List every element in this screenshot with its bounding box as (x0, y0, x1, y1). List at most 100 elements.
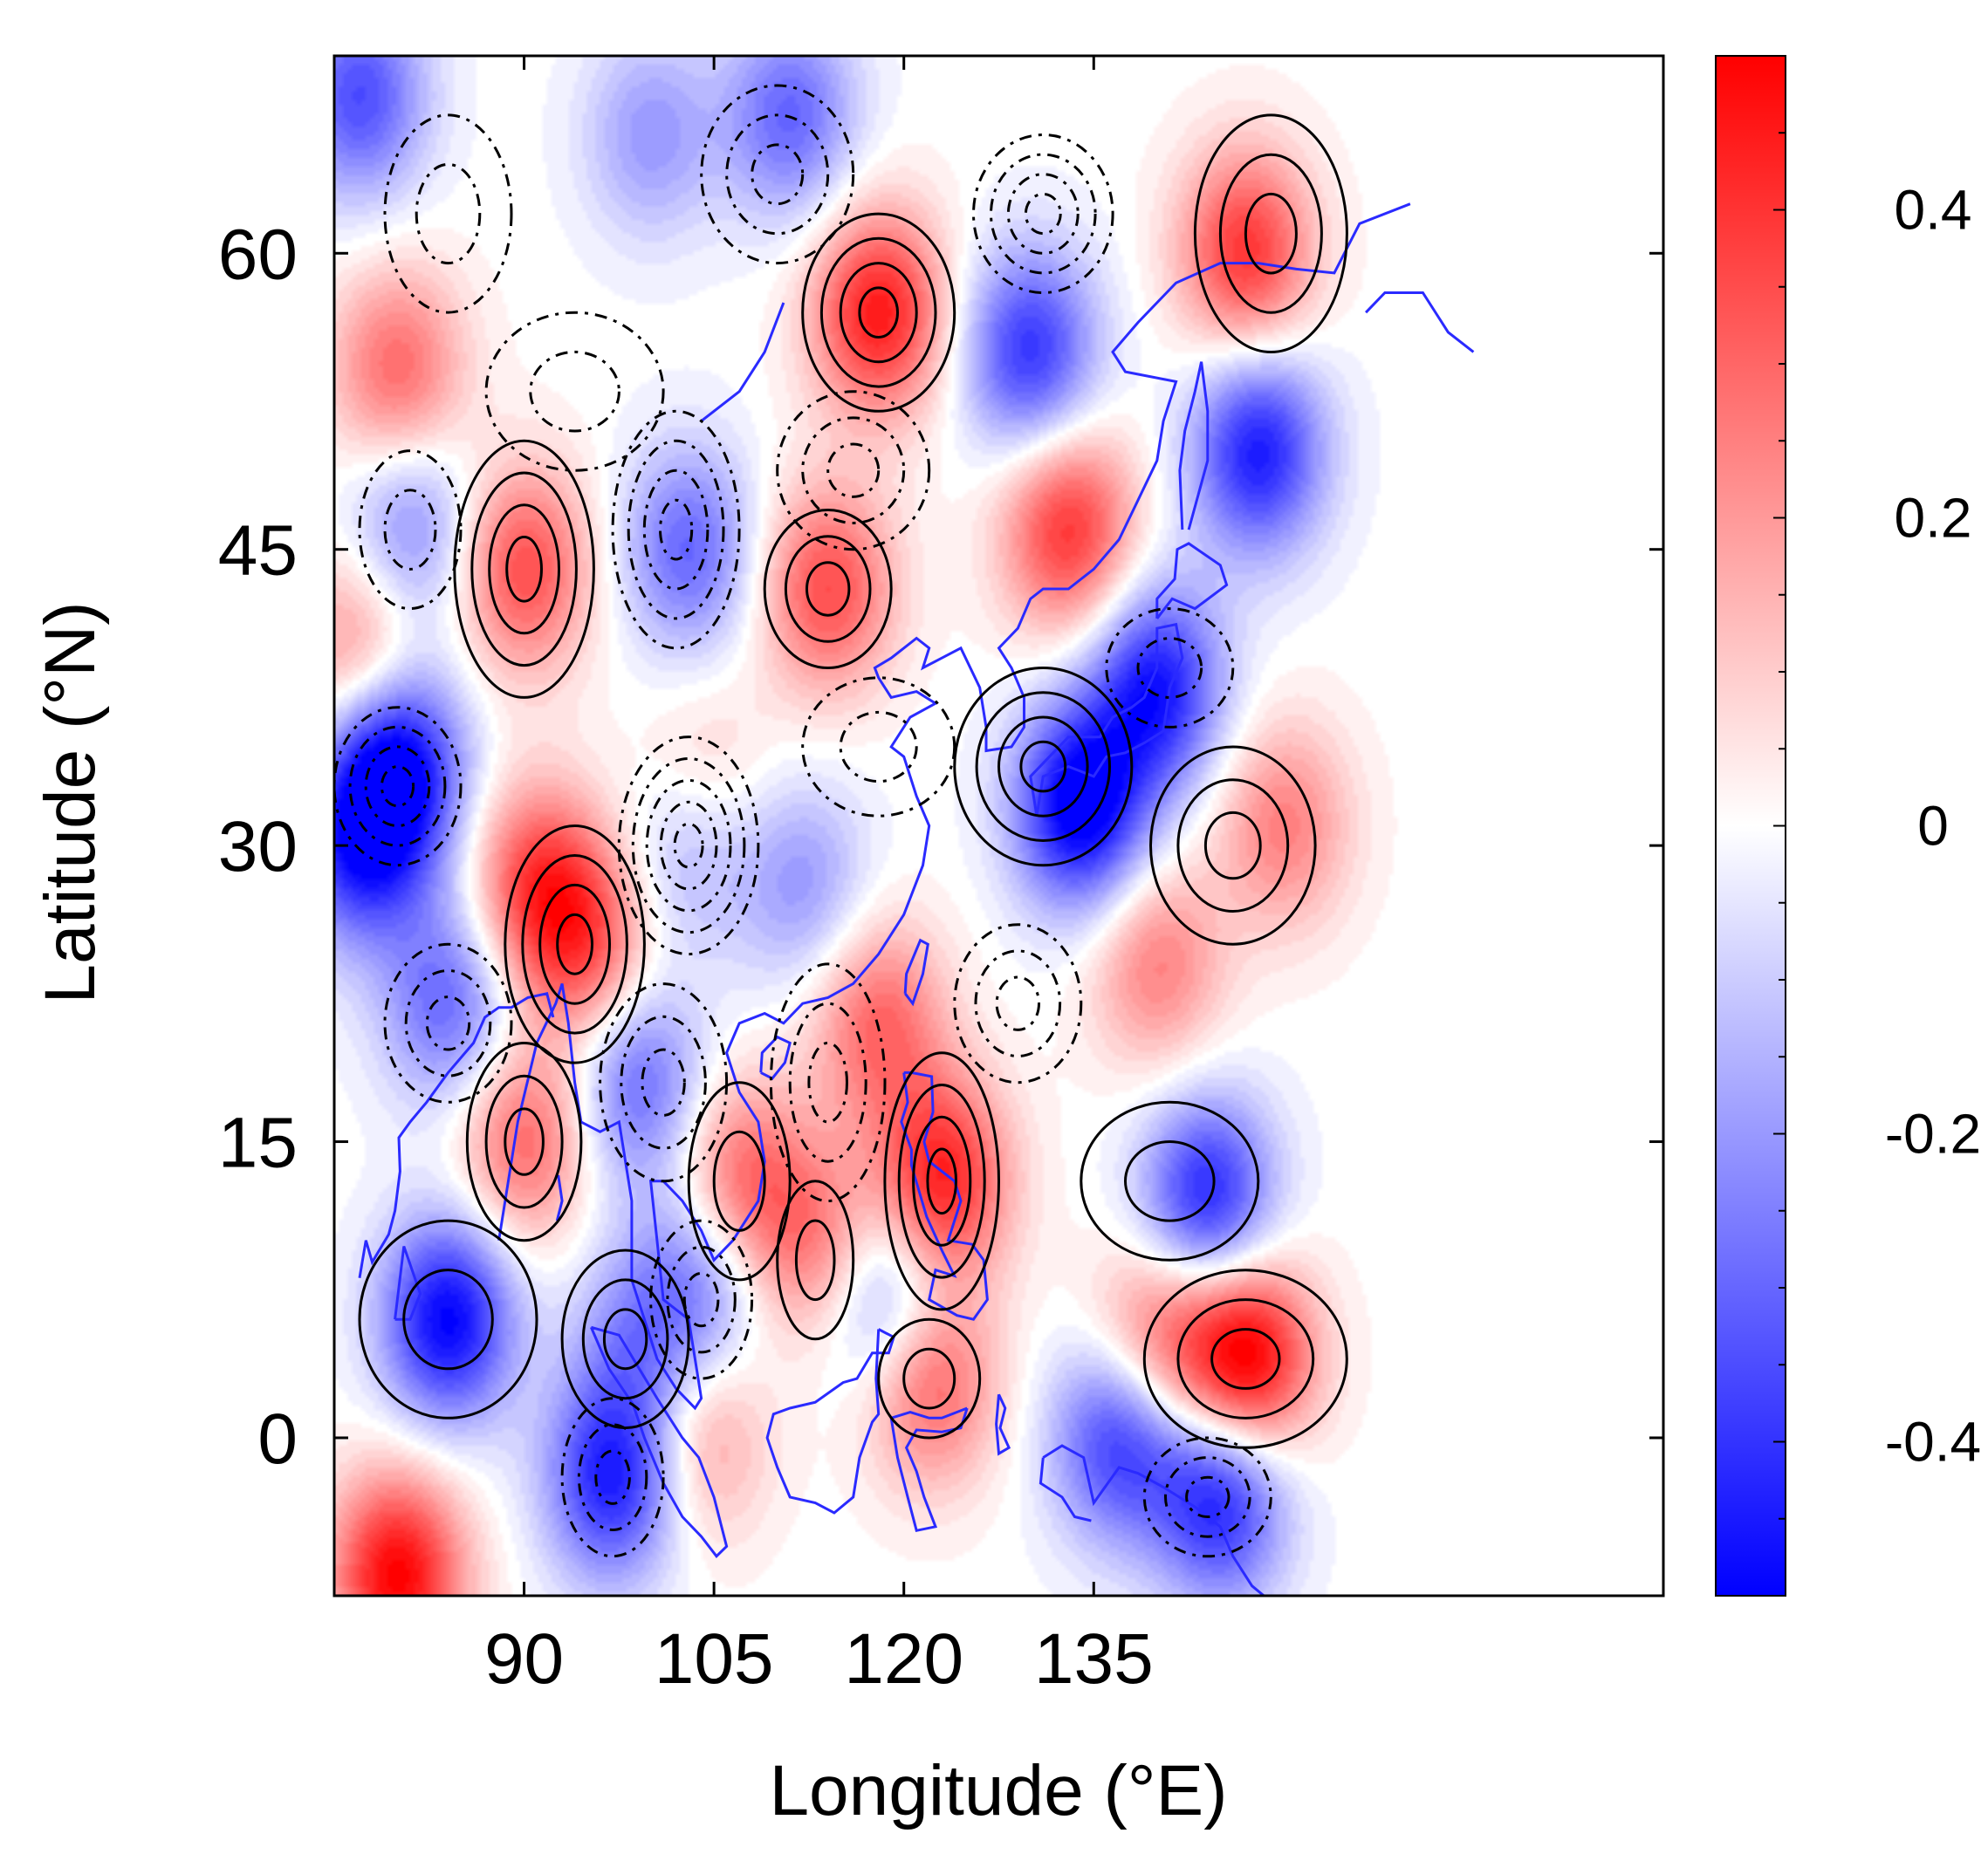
positive-contour (1244, 192, 1298, 275)
negative-contour (666, 1245, 737, 1354)
positive-contour (1149, 745, 1317, 946)
coastline-segment (1155, 542, 1229, 619)
negative-contour (725, 113, 830, 236)
positive-contour (1193, 113, 1348, 354)
colorbar-tick-label: -0.2 (1885, 1103, 1981, 1166)
coastline-segment (555, 1174, 564, 1221)
positive-contour (953, 667, 1134, 867)
contour-layer (334, 84, 1348, 1558)
negative-contour (974, 949, 1062, 1057)
coastline-layer (358, 202, 1475, 1596)
positive-contour (505, 536, 543, 603)
coastline-segment (900, 1071, 989, 1321)
coastline-segment (590, 1325, 729, 1558)
anomaly-heatmap (334, 56, 1663, 1596)
y-tick-labels: 0 15 30 45 60 (218, 215, 298, 1479)
negative-contour (383, 489, 437, 571)
positive-contour (581, 1278, 669, 1400)
negative-contour (599, 982, 729, 1183)
positive-contour (1218, 153, 1323, 314)
negative-contour (972, 133, 1114, 294)
colorbar-tick-label: 0.4 (1895, 179, 1972, 242)
positive-contour (839, 262, 918, 364)
negative-contour (631, 757, 746, 934)
positive-contour (602, 1308, 648, 1371)
x-tick-label: 90 (484, 1619, 564, 1699)
negative-contour (334, 706, 463, 867)
positive-contour (784, 535, 872, 643)
x-tick-label: 120 (844, 1619, 963, 1699)
coastline-segment (1042, 1444, 1266, 1596)
positive-contour (883, 1051, 1000, 1311)
negative-contour (673, 822, 704, 869)
coastline-segment (1365, 291, 1475, 353)
positive-contour (402, 1269, 494, 1371)
negative-contour (776, 390, 931, 551)
negative-contour (364, 745, 431, 828)
positive-contour (1124, 1140, 1216, 1222)
negative-contour (620, 1015, 707, 1150)
coastline-segment (700, 302, 785, 422)
negative-contour (404, 969, 492, 1078)
negative-contour (801, 416, 906, 525)
negative-contour (1105, 607, 1235, 729)
negative-contour (801, 676, 956, 818)
y-axis-label: Latitude (°N) (31, 601, 110, 1003)
coastline-segment (765, 1328, 895, 1515)
positive-contour (1176, 1298, 1315, 1420)
positive-contour (926, 1147, 957, 1215)
plot-area: 90 105 120 135 0 15 30 45 60 Longitude (°E) Lat… (31, 54, 1665, 1830)
negative-contour (484, 311, 665, 472)
negative-contour (659, 498, 694, 561)
y-tick-label: 30 (218, 807, 298, 886)
colorbar-tick-label: 0 (1917, 795, 1949, 858)
positive-contour (504, 1107, 545, 1176)
y-tick-label: 45 (218, 511, 298, 591)
colorbar-tick-label: -0.4 (1885, 1411, 1981, 1474)
negative-contour (839, 710, 918, 783)
negative-contour (953, 923, 1083, 1084)
y-tick-label: 60 (218, 215, 298, 294)
positive-contour (858, 286, 900, 339)
positive-contour (776, 1180, 855, 1341)
negative-contour (627, 439, 725, 620)
positive-contour (794, 1219, 836, 1302)
negative-contour (577, 1423, 648, 1531)
negative-contour (682, 1271, 720, 1328)
negative-contour (990, 153, 1097, 275)
positive-contour (358, 1219, 538, 1420)
colorbar-ticks (1773, 55, 1786, 1597)
coastline-segment (1178, 361, 1210, 530)
negative-contour (358, 449, 463, 611)
negative-contour (659, 800, 718, 891)
negative-contour (1006, 173, 1080, 255)
negative-contour (1136, 637, 1203, 699)
positive-contour (1142, 1269, 1348, 1449)
positive-contour (712, 1130, 766, 1232)
negative-contour (1185, 1475, 1231, 1519)
positive-contour (687, 1081, 792, 1282)
positive-contour (997, 715, 1089, 818)
colorbar-tick-label: 0.2 (1895, 487, 1972, 550)
positive-contour (488, 503, 560, 635)
positive-contour (877, 1317, 982, 1440)
coastline-segment (497, 202, 1411, 1411)
positive-contour (1176, 778, 1290, 913)
negative-contour (594, 1449, 631, 1505)
negative-contour (380, 765, 415, 808)
positive-contour (763, 509, 893, 669)
negative-contour (751, 143, 805, 206)
positive-contour (1203, 811, 1262, 880)
y-tick-label: 0 (257, 1399, 298, 1479)
positive-contour (897, 1084, 986, 1279)
coastline-segment (358, 992, 555, 1278)
positive-contour (1019, 740, 1067, 793)
negative-contour (383, 942, 513, 1104)
negative-contour (383, 113, 513, 314)
negative-contour (645, 778, 732, 913)
negative-contour (641, 1048, 686, 1117)
y-tick-label: 15 (218, 1104, 298, 1183)
plot-frame (332, 54, 1665, 1597)
negative-contour (1164, 1456, 1251, 1538)
negative-contour (611, 409, 741, 650)
